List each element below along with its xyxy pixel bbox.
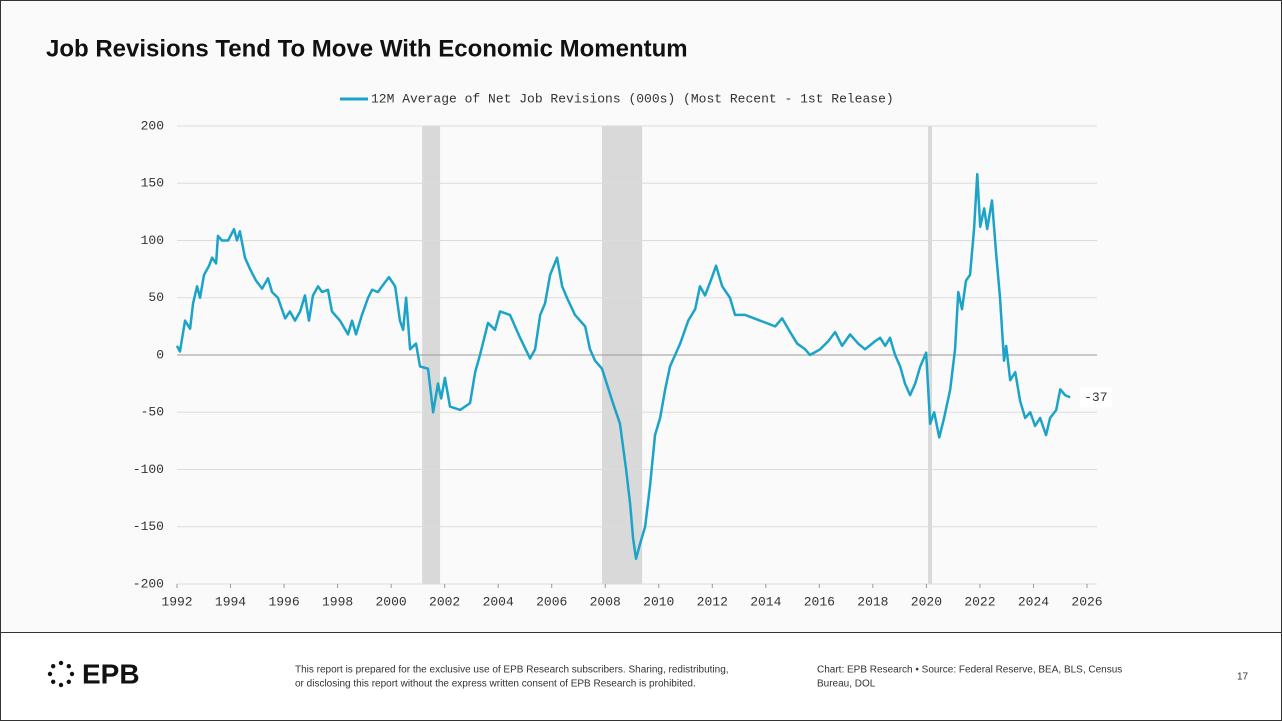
x-tick-label: 2016: [804, 594, 835, 609]
end-label: -37: [1084, 390, 1107, 405]
y-tick-label: -50: [141, 405, 164, 420]
y-tick-label: 0: [156, 347, 164, 362]
x-tick-label: 2020: [911, 594, 942, 609]
logo-icon: [47, 660, 75, 688]
x-tick-label: 2010: [643, 594, 674, 609]
x-tick-label: 2024: [1018, 594, 1049, 609]
y-tick-label: 200: [141, 118, 164, 133]
x-tick-label: 1994: [215, 594, 246, 609]
y-tick-label: -100: [133, 462, 164, 477]
x-tick-label: 2022: [964, 594, 995, 609]
page-number: 17: [1237, 672, 1249, 683]
chart-title: Job Revisions Tend To Move With Economic…: [46, 35, 688, 62]
x-tick-label: 1992: [161, 594, 192, 609]
x-tick-label: 2002: [429, 594, 460, 609]
logo-text: EPB: [82, 658, 140, 689]
legend-label: 12M Average of Net Job Revisions (000s) …: [371, 91, 894, 106]
disclaimer: or disclosing this report without the ex…: [295, 679, 696, 690]
source: Chart: EPB Research • Source: Federal Re…: [817, 665, 1122, 676]
plot: -200 -150 -100 -50 0 50 100 150 200 1992 1994 1996 1…: [133, 91, 1113, 609]
x-tick-label: 2004: [483, 594, 514, 609]
y-tick-label: 100: [141, 233, 164, 248]
footer-bg: [1, 633, 1281, 720]
x-tick-label: 2026: [1071, 594, 1102, 609]
x-tick-label: 1996: [268, 594, 299, 609]
y-tick-label: -150: [133, 519, 164, 534]
disclaimer: This report is prepared for the exclusiv…: [295, 665, 729, 676]
y-tick-label: 50: [148, 290, 164, 305]
x-tick-label: 2014: [750, 594, 781, 609]
y-tick-label: 150: [141, 176, 164, 191]
source: Bureau, DOL: [817, 679, 876, 690]
x-tick-label: 2018: [857, 594, 888, 609]
x-tick-label: 2012: [697, 594, 728, 609]
x-tick-label: 2000: [376, 594, 407, 609]
x-tick-label: 2006: [536, 594, 567, 609]
end-label-bg: [1080, 387, 1113, 408]
x-tick-label: 1998: [322, 594, 353, 609]
logo: EPB: [47, 658, 140, 689]
x-tick-label: 2008: [590, 594, 621, 609]
series-line: [175, 172, 1071, 561]
y-tick-label: -200: [133, 576, 164, 591]
